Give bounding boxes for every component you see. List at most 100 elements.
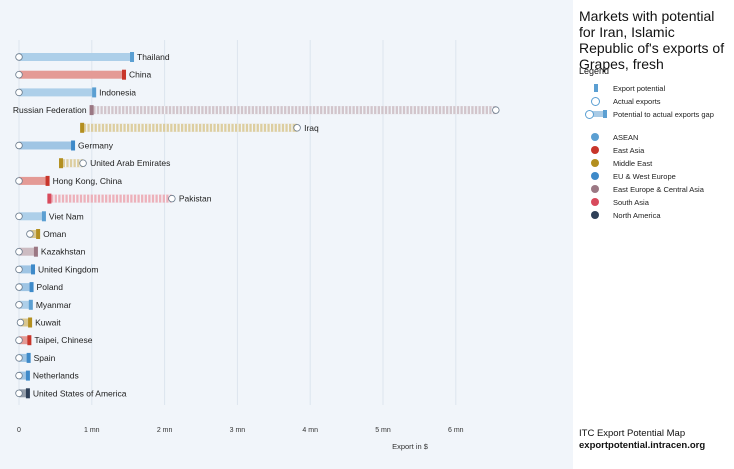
actual-marker-thailand xyxy=(15,53,23,61)
potential-marker-viet-nam xyxy=(41,211,46,222)
chart-svg: 0 1 mn 2 mn 3 mn 4 mn 5 mn 6 mn Export in $ Thai… xyxy=(13,40,500,451)
actual-marker-myanmar xyxy=(15,301,23,309)
market-label-kazakhstan: Kazakhstan xyxy=(41,247,86,257)
legend-region-label: EU & West Europe xyxy=(613,171,676,181)
legend-region-label: East Europe & Central Asia xyxy=(613,184,704,194)
legend-item-export-potential[interactable]: Export potential xyxy=(585,82,665,94)
gap-bar-indonesia xyxy=(19,88,94,97)
gap-bar-united-states-of-america xyxy=(19,389,27,398)
market-label-poland: Poland xyxy=(37,282,64,292)
potential-marker-kazakhstan xyxy=(33,246,38,257)
market-label-viet-nam: Viet Nam xyxy=(49,211,84,221)
legend-item-gap[interactable]: Potential to actual exports gap xyxy=(585,108,714,120)
actual-marker-viet-nam xyxy=(15,212,23,220)
market-label-united-kingdom: United Kingdom xyxy=(38,264,98,274)
actual-marker-germany xyxy=(15,141,23,150)
gap-bar-myanmar xyxy=(19,300,30,309)
gap-icon xyxy=(585,109,607,119)
gap-bar-germany xyxy=(19,141,73,150)
potential-marker-oman xyxy=(36,229,41,239)
potential-marker-china xyxy=(122,69,127,80)
potential-marker-united-arab-emirates xyxy=(59,158,64,169)
market-label-kuwait: Kuwait xyxy=(35,318,61,328)
gap-bar-spain xyxy=(19,353,28,362)
potential-marker-spain xyxy=(26,352,31,363)
x-axis-label: Export in $ xyxy=(392,442,429,451)
market-label-iraq: Iraq xyxy=(304,123,319,133)
legend-label-export-potential: Export potential xyxy=(613,83,666,93)
footer-link[interactable]: exportpotential.intracen.org xyxy=(579,440,706,451)
legend-region-south-asia[interactable]: South Asia xyxy=(585,196,649,208)
actual-marker-hong-kong-china xyxy=(15,177,23,185)
x-tick-label-4: 4 mn xyxy=(302,427,318,434)
potential-marker-germany xyxy=(71,140,76,151)
gap-bar-thailand xyxy=(19,53,132,61)
potential-marker-netherlands xyxy=(25,370,30,381)
gap-bar-taipei-chinese xyxy=(19,336,29,345)
x-tick-label-2: 2 mn xyxy=(157,427,173,434)
market-label-russian-federation: Russian Federation xyxy=(13,105,87,115)
actual-marker-united-arab-emirates xyxy=(79,159,87,167)
market-label-pakistan: Pakistan xyxy=(179,194,212,204)
legend-label-gap: Potential to actual exports gap xyxy=(613,109,714,119)
market-label-hong-kong-china: Hong Kong, China xyxy=(53,176,123,186)
gap-bar-hong-kong-china xyxy=(19,176,47,185)
actual-marker-poland xyxy=(15,283,23,291)
actual-marker-taipei-chinese xyxy=(15,336,23,344)
asean-dot-icon xyxy=(591,133,599,141)
chart-plot-area: 0 1 mn 2 mn 3 mn 4 mn 5 mn 6 mn Export in $ Thai… xyxy=(0,0,573,469)
legend-region-asean[interactable]: ASEAN xyxy=(585,131,638,143)
market-label-germany: Germany xyxy=(78,141,114,151)
potential-marker-taipei-chinese xyxy=(27,335,32,346)
potential-marker-myanmar xyxy=(28,299,33,310)
chart-sidebar: Markets with potential for Iran, Islamic… xyxy=(573,0,734,469)
gap-bar-kuwait xyxy=(20,318,30,327)
potential-marker-kuwait xyxy=(28,317,33,328)
actual-marker-pakistan xyxy=(168,194,176,203)
gap-bar-russian-federation xyxy=(89,106,496,115)
potential-marker-united-states-of-america xyxy=(25,388,30,399)
legend-region-eu-west-europe[interactable]: EU & West Europe xyxy=(585,170,676,182)
x-tick-label-1: 1 mn xyxy=(84,427,100,434)
gap-bar-united-kingdom xyxy=(19,265,33,274)
actual-marker-russian-federation xyxy=(492,106,500,114)
market-label-myanmar: Myanmar xyxy=(36,300,72,310)
legend-region-middle-east[interactable]: Middle East xyxy=(585,157,652,169)
market-label-united-arab-emirates: United Arab Emirates xyxy=(90,158,170,168)
potential-marker-pakistan xyxy=(47,193,52,204)
legend-label-actual-exports: Actual exports xyxy=(613,96,661,106)
legend-region-east-asia[interactable]: East Asia xyxy=(585,144,644,156)
actual-marker-china xyxy=(15,70,23,79)
actual-marker-iraq xyxy=(293,124,301,132)
market-label-spain: Spain xyxy=(34,353,56,363)
actual-marker-spain xyxy=(15,354,23,362)
actual-marker-oman xyxy=(26,230,34,238)
actual-marker-kuwait xyxy=(16,318,25,327)
potential-marker-poland xyxy=(29,282,34,293)
legend-region-north-america[interactable]: North America xyxy=(585,209,661,221)
potential-marker-iraq xyxy=(80,122,85,133)
potential-marker-russian-federation xyxy=(89,105,94,116)
market-label-china: China xyxy=(129,70,151,80)
actual-marker-indonesia xyxy=(15,88,23,97)
actual-marker-united-states-of-america xyxy=(15,389,23,397)
potential-marker-hong-kong-china xyxy=(45,175,50,186)
legend-heading: Legend xyxy=(579,66,610,76)
gap-bar-china xyxy=(19,70,124,79)
potential-marker-thailand xyxy=(130,52,135,62)
actual-exports-icon xyxy=(585,96,607,106)
potential-marker-united-kingdom xyxy=(31,264,36,275)
legend-region-east-europe-central-asia[interactable]: East Europe & Central Asia xyxy=(585,183,704,195)
east-asia-dot-icon xyxy=(591,146,599,154)
chart-title: Markets with potential for Iran, Islamic… xyxy=(579,8,725,72)
gap-bar-iraq xyxy=(80,123,298,132)
middle-east-dot-icon xyxy=(591,159,599,167)
gap-bar-netherlands xyxy=(19,371,27,380)
actual-marker-kazakhstan xyxy=(15,247,23,256)
market-label-united-states-of-america: United States of America xyxy=(33,388,127,398)
footer-source: ITC Export Potential Map xyxy=(579,428,686,439)
x-tick-label-0: 0 xyxy=(17,427,21,434)
gap-bar-united-arab-emirates xyxy=(59,159,84,168)
legend-item-actual-exports[interactable]: Actual exports xyxy=(585,95,661,107)
gap-bar-kazakhstan xyxy=(19,247,35,256)
